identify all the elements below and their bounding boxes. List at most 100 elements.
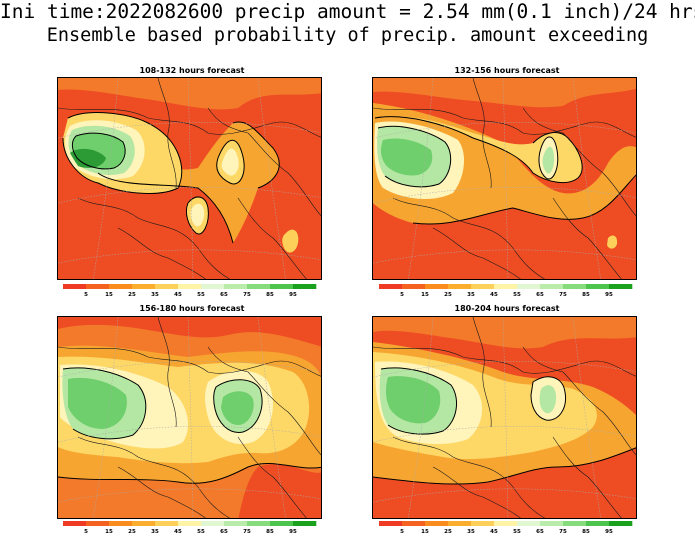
colorbar-2: 5 15 25 35 45 55 65 75 85 95 — [379, 284, 633, 300]
main-subtitle: Ensemble based probability of precip. am… — [46, 25, 649, 46]
colorbar-swatch — [86, 521, 110, 526]
colorbar-tick-label: 5 — [400, 529, 404, 535]
colorbar-swatch — [379, 284, 403, 289]
colorbar-tick-label: 35 — [467, 529, 475, 535]
colorbar-tick-label: 65 — [536, 292, 544, 298]
colorbar-swatch — [425, 521, 449, 526]
colorbar-svg: 5 15 25 35 45 55 65 75 85 95 — [379, 521, 633, 535]
colorbar-swatch — [425, 284, 449, 289]
colorbar-swatch — [132, 521, 156, 526]
panel-title-1: 108-132 hours forecast — [139, 66, 245, 75]
colorbar-tick-label: 45 — [490, 292, 498, 298]
colorbar-swatch — [494, 284, 518, 289]
panel-title-4: 180-204 hours forecast — [454, 304, 560, 313]
colorbar-swatch — [586, 521, 610, 526]
colorbar-swatch — [270, 284, 294, 289]
colorbar-swatch — [109, 284, 133, 289]
panel-title-2: 132-156 hours forecast — [454, 66, 560, 75]
colorbar-3: 5 15 25 35 45 55 65 75 85 95 — [63, 521, 317, 537]
colorbar-swatch — [63, 521, 87, 526]
colorbar-swatch — [293, 521, 317, 526]
colorbar-tick-label: 95 — [289, 529, 297, 535]
colorbar-tick-label: 25 — [444, 529, 452, 535]
colorbar-swatch — [224, 521, 248, 526]
colorbar-swatch — [609, 284, 633, 289]
colorbar-tick-label: 55 — [513, 292, 521, 298]
colorbar-tick-label: 65 — [220, 529, 228, 535]
colorbar-swatch — [379, 521, 403, 526]
colorbar-swatch — [402, 521, 426, 526]
colorbar-swatch — [178, 521, 202, 526]
colorbar-swatch — [132, 284, 156, 289]
forecast-map-3 — [57, 316, 322, 519]
colorbar-swatch — [540, 284, 564, 289]
colorbar-swatch — [494, 521, 518, 526]
colorbar-swatch — [448, 521, 472, 526]
colorbar-swatch — [155, 284, 179, 289]
colorbar-tick-label: 65 — [220, 292, 228, 298]
colorbar-tick-label: 5 — [400, 292, 404, 298]
colorbar-swatch — [586, 284, 610, 289]
colorbar-4: 5 15 25 35 45 55 65 75 85 95 — [379, 521, 633, 537]
colorbar-tick-label: 45 — [174, 292, 182, 298]
colorbar-tick-label: 25 — [128, 292, 136, 298]
colorbar-swatch — [86, 284, 110, 289]
colorbar-tick-label: 25 — [444, 292, 452, 298]
colorbar-swatch — [517, 521, 541, 526]
colorbar-tick-label: 75 — [559, 292, 567, 298]
forecast-map-2 — [372, 77, 637, 280]
colorbar-tick-label: 55 — [197, 292, 205, 298]
colorbar-swatch — [563, 284, 587, 289]
colorbar-swatch — [540, 521, 564, 526]
colorbar-tick-label: 95 — [605, 292, 613, 298]
colorbar-swatch — [471, 284, 495, 289]
colorbar-tick-label: 15 — [421, 529, 429, 535]
colorbar-tick-label: 65 — [536, 529, 544, 535]
forecast-map-1 — [57, 77, 322, 280]
colorbar-tick-label: 55 — [513, 529, 521, 535]
colorbar-tick-label: 95 — [605, 529, 613, 535]
colorbar-tick-label: 85 — [582, 292, 590, 298]
colorbar-tick-label: 75 — [559, 529, 567, 535]
colorbar-tick-label: 5 — [84, 292, 88, 298]
colorbar-tick-label: 55 — [197, 529, 205, 535]
colorbar-1: 5 15 25 35 45 55 65 75 85 95 — [63, 284, 317, 300]
colorbar-tick-label: 5 — [84, 529, 88, 535]
colorbar-swatch — [270, 521, 294, 526]
colorbar-swatch — [155, 521, 179, 526]
colorbar-tick-label: 85 — [266, 529, 274, 535]
colorbar-tick-label: 25 — [128, 529, 136, 535]
colorbar-swatch — [247, 521, 271, 526]
colorbar-tick-label: 35 — [151, 529, 159, 535]
colorbar-tick-label: 75 — [243, 529, 251, 535]
colorbar-tick-label: 15 — [105, 292, 113, 298]
colorbar-tick-label: 15 — [421, 292, 429, 298]
colorbar-swatch — [563, 521, 587, 526]
colorbar-tick-label: 35 — [467, 292, 475, 298]
colorbar-tick-label: 75 — [243, 292, 251, 298]
colorbar-svg: 5 15 25 35 45 55 65 75 85 95 — [63, 521, 317, 535]
colorbar-swatch — [402, 284, 426, 289]
colorbar-tick-label: 15 — [105, 529, 113, 535]
colorbar-swatch — [109, 521, 133, 526]
colorbar-swatch — [178, 284, 202, 289]
colorbar-tick-label: 35 — [151, 292, 159, 298]
main-title: Ini time:2022082600 precip amount = 2.54… — [0, 0, 695, 23]
colorbar-swatch — [448, 284, 472, 289]
colorbar-tick-label: 95 — [289, 292, 297, 298]
colorbar-tick-label: 85 — [582, 529, 590, 535]
colorbar-tick-label: 85 — [266, 292, 274, 298]
colorbar-tick-label: 45 — [174, 529, 182, 535]
colorbar-swatch — [471, 521, 495, 526]
colorbar-swatch — [517, 284, 541, 289]
colorbar-tick-label: 45 — [490, 529, 498, 535]
colorbar-svg: 5 15 25 35 45 55 65 75 85 95 — [379, 284, 633, 298]
colorbar-swatch — [224, 284, 248, 289]
colorbar-swatch — [609, 521, 633, 526]
forecast-map-4 — [372, 316, 637, 519]
colorbar-swatch — [63, 284, 87, 289]
panel-title-3: 156-180 hours forecast — [139, 304, 245, 313]
colorbar-svg: 5 15 25 35 45 55 65 75 85 95 — [63, 284, 317, 298]
colorbar-swatch — [201, 521, 225, 526]
colorbar-swatch — [293, 284, 317, 289]
